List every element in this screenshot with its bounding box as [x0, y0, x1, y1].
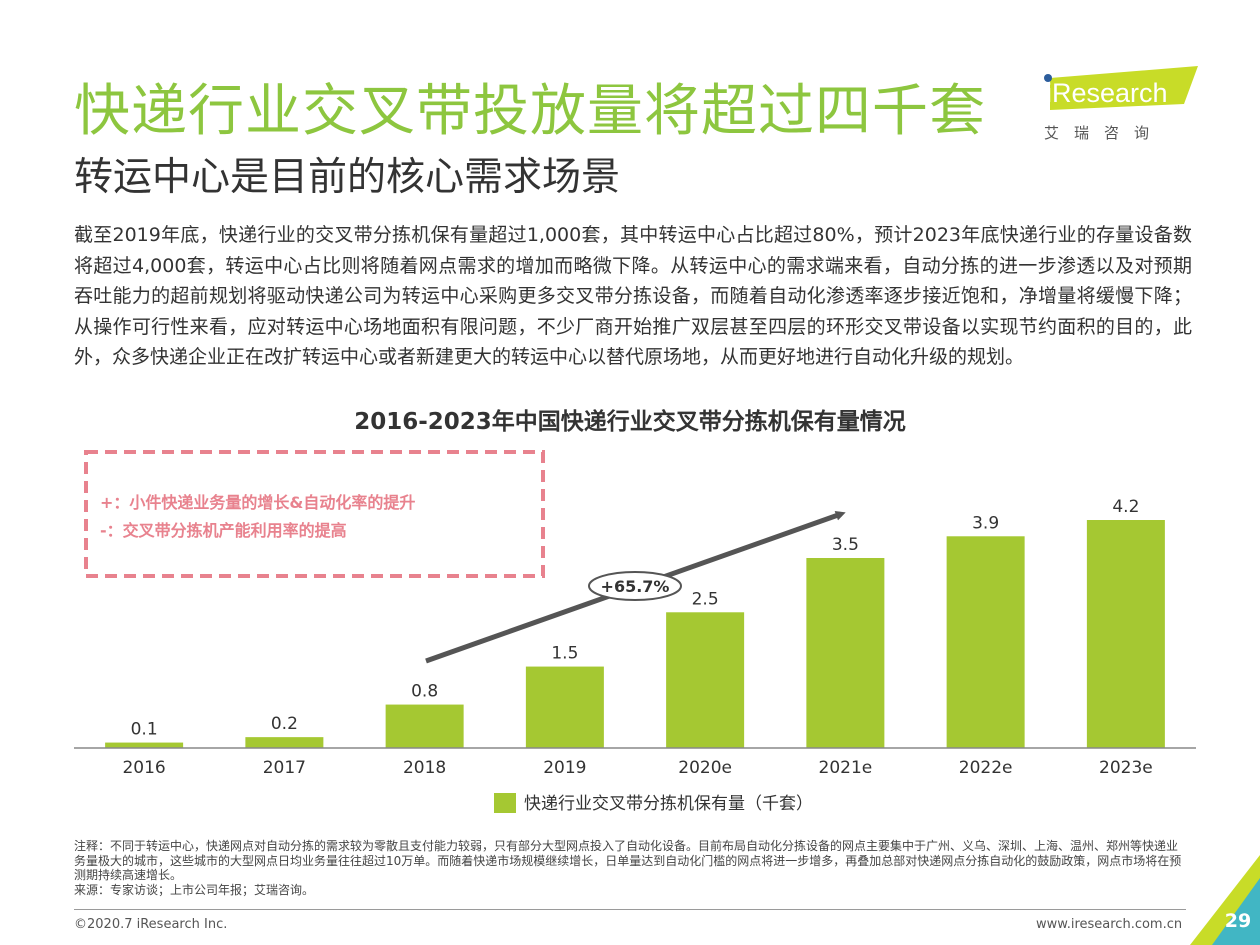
- body-paragraph: 截至2019年底，快递行业的交叉带分拣机保有量超过1,000套，其中转运中心占比…: [74, 224, 1192, 368]
- logo-wordmark: iResearch: [1044, 66, 1198, 110]
- page-title: 快递行业交叉带投放量将超过四千套: [74, 79, 986, 144]
- x-tick-label-2018: 2018: [403, 758, 446, 778]
- value-label-2020e: 2.5: [692, 589, 719, 609]
- factors-box: [84, 450, 545, 578]
- svg-text:iResearch: iResearch: [1046, 78, 1168, 108]
- footer-divider: [74, 909, 1186, 910]
- chart-title: 2016-2023年中国快递行业交叉带分拣机保有量情况: [354, 409, 906, 435]
- value-label-2023e: 4.2: [1112, 497, 1139, 517]
- note-text: 注释：不同于转运中心，快递网点对自动分拣的需求较为零散且支付能力较弱，只有部分大…: [74, 839, 1182, 882]
- factor-plus-label: +：小件快递业务量的增长&自动化率的提升: [100, 493, 415, 512]
- value-label-2016: 0.1: [131, 720, 158, 740]
- bar-2022e: [946, 536, 1025, 748]
- copyright-text: ©2020.7 iResearch Inc.: [74, 917, 228, 932]
- x-tick-label-2016: 2016: [122, 758, 165, 778]
- x-tick-label-2022e: 2022e: [959, 758, 1013, 778]
- website-link[interactable]: www.iresearch.com.cn: [1036, 917, 1183, 932]
- value-label-2022e: 3.9: [972, 513, 999, 533]
- legend-swatch: [494, 793, 516, 813]
- bar-2016: [105, 742, 184, 748]
- page-subtitle: 转运中心是目前的核心需求场景: [74, 155, 621, 200]
- logo-chinese-name: 艾瑞咨询: [1044, 124, 1165, 142]
- bar-2019: [525, 666, 604, 748]
- legend-label: 快递行业交叉带分拣机保有量（千套）: [524, 794, 813, 814]
- x-tick-label-2023e: 2023e: [1099, 758, 1153, 778]
- source-text: 来源：专家访谈；上市公司年报；艾瑞咨询。: [74, 882, 315, 897]
- factor-minus-label: -：交叉带分拣机产能利用率的提高: [100, 521, 347, 540]
- value-label-2019: 1.5: [551, 644, 578, 664]
- bar-chart: +：小件快递业务量的增长&自动化率的提升 -：交叉带分拣机产能利用率的提高 0.…: [74, 450, 1196, 814]
- cagr-badge: [588, 571, 682, 601]
- iresearch-logo: iResearch 艾瑞咨询: [1040, 66, 1200, 146]
- x-tick-label-2017: 2017: [263, 758, 306, 778]
- notes-section: 注释：不同于转运中心，快递网点对自动分拣的需求较为零散且支付能力较弱，只有部分大…: [74, 839, 1184, 897]
- bar-2021e: [806, 558, 885, 748]
- x-tick-label-2019: 2019: [543, 758, 586, 778]
- x-tick-label-2020e: 2020e: [678, 758, 732, 778]
- page-number: 29: [1224, 910, 1252, 932]
- cagr-label: +65.7%: [601, 577, 670, 596]
- value-label-2017: 0.2: [271, 714, 298, 734]
- bar-2018: [385, 704, 464, 748]
- value-label-2021e: 3.5: [832, 535, 859, 555]
- bar-2020e: [666, 612, 745, 748]
- value-label-2018: 0.8: [411, 682, 438, 702]
- corner-decoration: [1190, 855, 1260, 945]
- bar-series: 0.1 2016 0.2 2017 0.8 2018 1.5 2019 2.5 2020e 3.5 2…: [105, 497, 1165, 778]
- bar-2017: [245, 737, 324, 748]
- bar-2023e: [1086, 520, 1165, 748]
- x-tick-label-2021e: 2021e: [819, 758, 873, 778]
